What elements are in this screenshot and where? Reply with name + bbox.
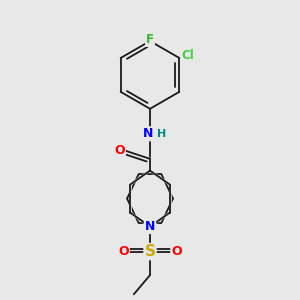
Text: H: H [157,129,166,139]
Text: N: N [143,127,154,140]
Text: N: N [145,220,155,233]
Text: O: O [118,245,129,258]
Text: S: S [145,244,155,259]
Text: O: O [171,245,182,258]
Text: Cl: Cl [181,49,194,62]
Text: F: F [146,33,154,46]
Text: O: O [114,144,125,157]
